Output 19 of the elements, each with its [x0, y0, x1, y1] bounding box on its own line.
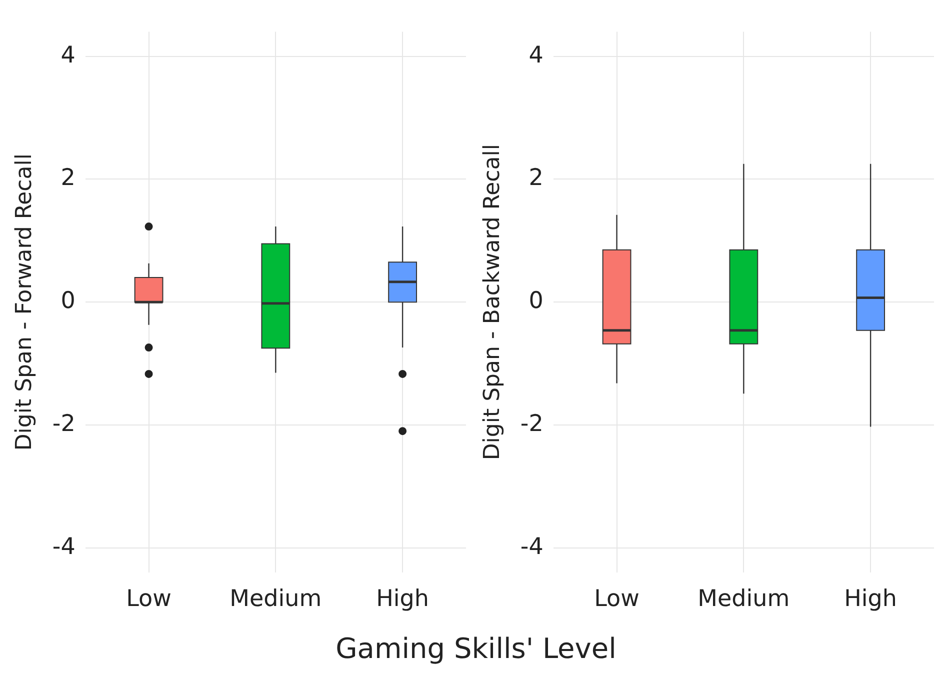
y-tick-label: -4	[52, 534, 76, 560]
x-tick-label: Low	[126, 586, 172, 612]
y-axis-title: Digit Span - Forward Recall	[12, 154, 37, 451]
y-tick-label: -2	[52, 410, 76, 437]
y-tick-label: 0	[528, 288, 544, 314]
y-tick-label: -4	[520, 534, 544, 560]
x-tick-label: High	[844, 586, 897, 612]
x-tick-label: Medium	[230, 586, 322, 612]
y-tick-label: 4	[528, 42, 544, 68]
y-axis-title: Digit Span - Backward Recall	[480, 144, 505, 460]
y-tick-label: 2	[60, 165, 76, 192]
y-tick-label: 2	[528, 165, 544, 192]
y-tick-label: -2	[520, 410, 544, 437]
x-tick-label: Low	[594, 586, 640, 612]
x-tick-label: Medium	[698, 586, 790, 612]
y-tick-label: 0	[60, 288, 76, 314]
x-axis-title: Gaming Skills' Level	[334, 632, 618, 665]
x-tick-label: High	[376, 586, 429, 612]
y-tick-label: 4	[60, 42, 76, 68]
